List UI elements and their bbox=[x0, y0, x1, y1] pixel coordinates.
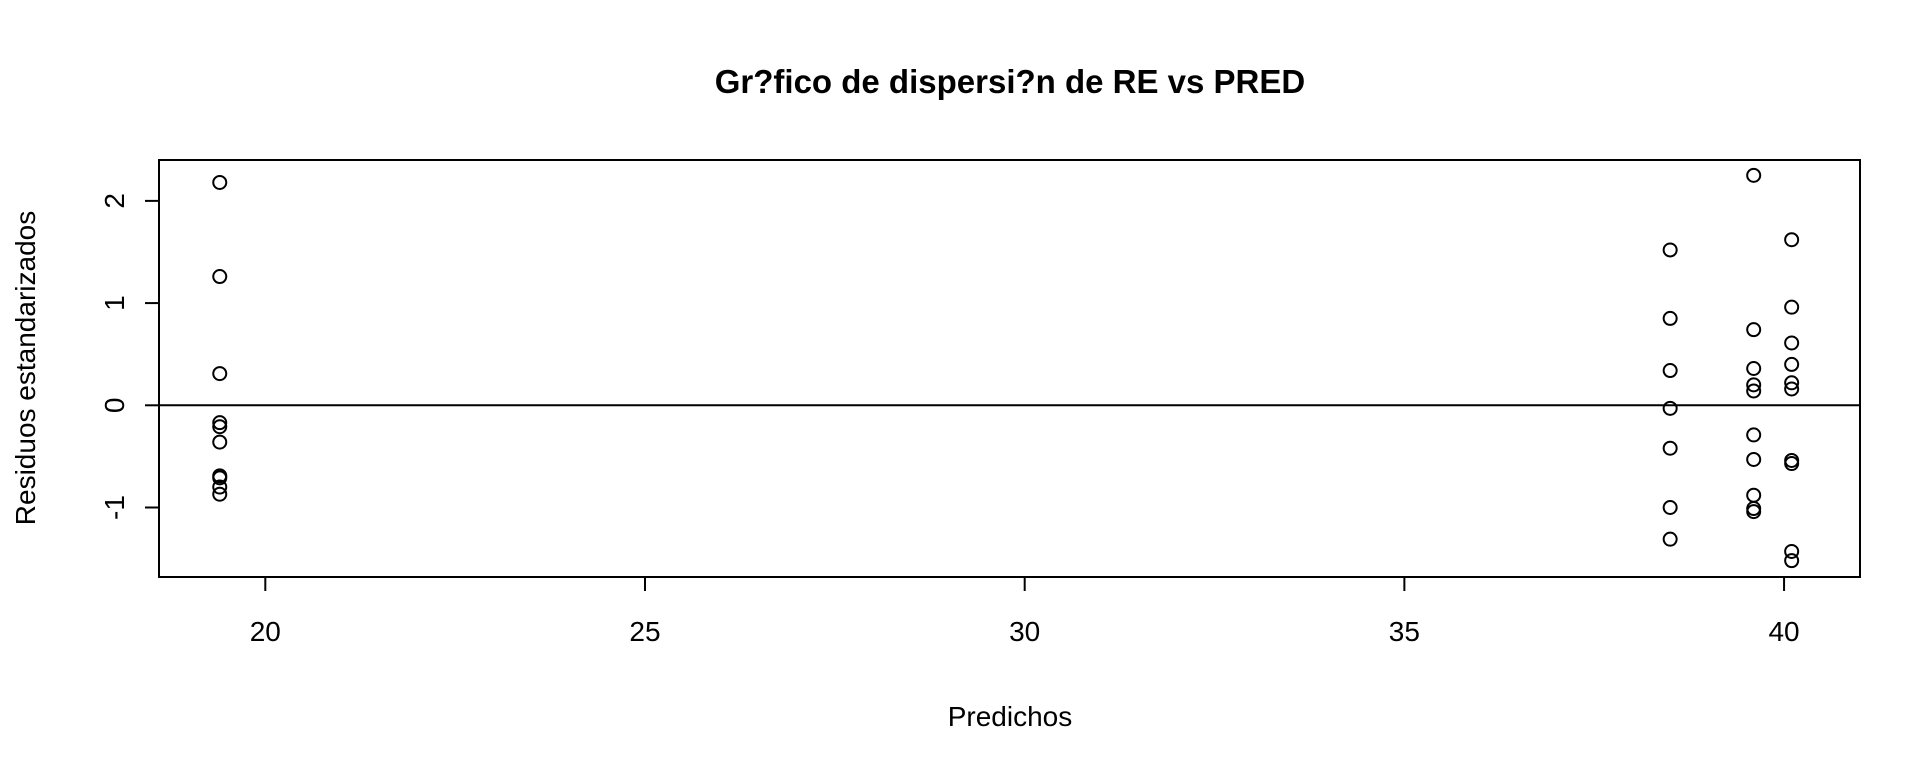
data-point bbox=[1784, 381, 1800, 397]
data-point bbox=[1662, 242, 1678, 258]
y-tick-label: -1 bbox=[99, 495, 130, 520]
data-point bbox=[1662, 500, 1678, 515]
data-point bbox=[1746, 383, 1762, 399]
x-tick-label: 40 bbox=[1768, 616, 1799, 647]
data-point bbox=[1784, 299, 1800, 315]
data-point bbox=[212, 174, 228, 190]
data-point bbox=[1784, 335, 1800, 351]
x-tick-label: 30 bbox=[1009, 616, 1040, 647]
x-axis-label: Predichos bbox=[948, 701, 1073, 732]
data-point bbox=[1784, 356, 1800, 372]
data-point bbox=[1746, 427, 1762, 443]
data-point bbox=[1746, 377, 1762, 393]
data-point bbox=[212, 486, 228, 502]
data-point bbox=[212, 470, 228, 486]
data-point bbox=[1784, 543, 1800, 559]
data-point bbox=[1746, 501, 1762, 517]
data-point bbox=[1784, 456, 1800, 472]
data-point bbox=[1746, 322, 1762, 338]
data-point bbox=[212, 479, 228, 495]
data-point bbox=[1784, 452, 1800, 468]
data-point bbox=[1662, 440, 1678, 456]
data-point bbox=[1784, 232, 1800, 248]
y-axis: -1 0 1 2 bbox=[99, 193, 160, 520]
data-point bbox=[1746, 504, 1762, 520]
data-point bbox=[212, 419, 228, 435]
data-point bbox=[1746, 487, 1762, 503]
data-point bbox=[212, 366, 228, 382]
data-point bbox=[1746, 451, 1762, 467]
data-point bbox=[1784, 375, 1800, 391]
data-point bbox=[1746, 361, 1762, 376]
x-tick-label: 25 bbox=[629, 616, 660, 647]
data-point bbox=[212, 434, 228, 450]
plot-frame bbox=[158, 159, 1861, 578]
data-point bbox=[1662, 310, 1678, 326]
x-axis: 20 25 30 35 40 bbox=[250, 576, 1800, 647]
y-tick-label: 1 bbox=[99, 295, 130, 311]
data-point bbox=[1662, 363, 1678, 379]
data-point bbox=[212, 415, 228, 431]
chart-title: Gr?fico de dispersi?n de RE vs PRED bbox=[715, 63, 1305, 100]
points-group bbox=[212, 167, 1800, 569]
x-tick-label: 20 bbox=[250, 616, 281, 647]
data-point bbox=[212, 269, 228, 285]
x-tick-label: 35 bbox=[1389, 616, 1420, 647]
y-tick-label: 0 bbox=[99, 398, 130, 414]
data-point bbox=[1746, 167, 1762, 183]
data-point bbox=[1662, 400, 1678, 416]
y-tick-label: 2 bbox=[99, 193, 130, 209]
data-point bbox=[1662, 531, 1678, 547]
data-point bbox=[1784, 553, 1800, 569]
y-axis-label: Residuos estandarizados bbox=[10, 211, 41, 525]
